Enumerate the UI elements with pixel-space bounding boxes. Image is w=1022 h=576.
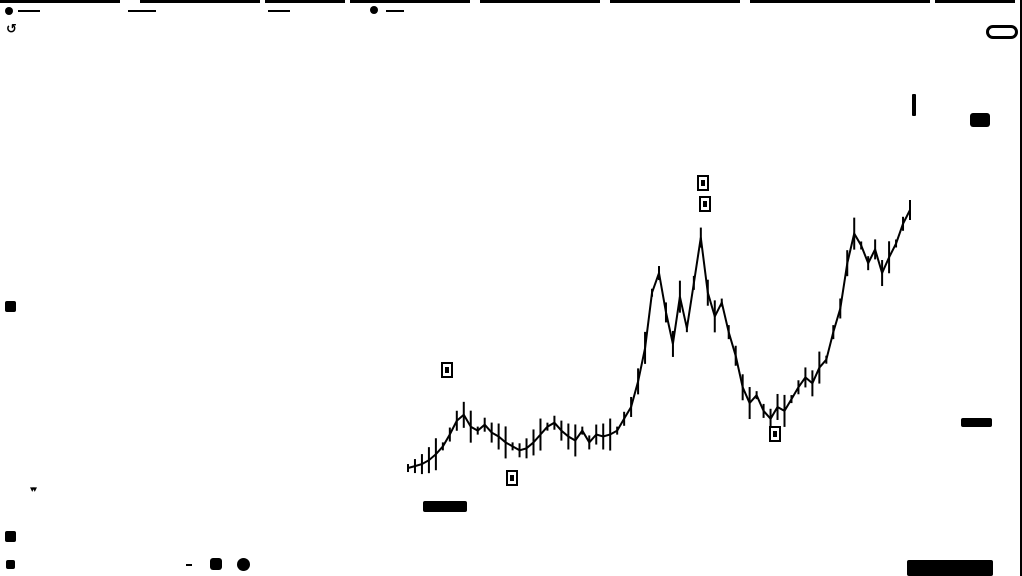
toolbar-tab-3[interactable] (265, 0, 345, 3)
bottom-control-square[interactable] (210, 558, 222, 570)
bottom-right-bar[interactable] (907, 560, 993, 576)
right-edge (1020, 0, 1022, 576)
right-panel-icon[interactable] (970, 113, 990, 127)
toolbar-tab-5[interactable] (480, 0, 600, 3)
annotation-marker[interactable] (769, 426, 781, 442)
top-toolbar (0, 0, 1022, 22)
annotation-marker[interactable] (697, 175, 709, 191)
series-line (407, 209, 911, 469)
double-down-arrows-icon[interactable]: ▾▾ (30, 485, 37, 495)
price-label-right (961, 418, 992, 427)
bottom-control-round[interactable] (237, 558, 250, 571)
annotation-marker[interactable] (441, 362, 453, 378)
bottom-left-marker[interactable] (5, 531, 16, 542)
refresh-icon[interactable]: ↺ (6, 22, 17, 37)
toolbar-tab-7[interactable] (750, 0, 930, 3)
toolbar-tab-4[interactable] (350, 0, 470, 3)
toggle-button[interactable] (986, 25, 1018, 39)
toolbar-tab-1[interactable] (0, 0, 120, 3)
right-panel-tick (912, 94, 916, 116)
bottom-left-marker[interactable] (6, 560, 15, 569)
price-label-left (423, 501, 467, 512)
toolbar-text-mark (268, 10, 290, 12)
toolbar-text-mark (386, 10, 404, 12)
toolbar-text-mark (128, 10, 156, 12)
toolbar-tab-2[interactable] (140, 0, 260, 3)
left-side-marker[interactable] (5, 301, 16, 312)
toolbar-tab-6[interactable] (610, 0, 740, 3)
bottom-dash (186, 564, 192, 566)
toolbar-text-mark (18, 10, 40, 12)
toolbar-dot-icon[interactable] (5, 7, 13, 15)
annotation-marker[interactable] (699, 196, 711, 212)
toolbar-dot-icon[interactable] (370, 6, 378, 14)
annotation-marker[interactable] (506, 470, 518, 486)
toolbar-tab-8[interactable] (935, 0, 1015, 3)
